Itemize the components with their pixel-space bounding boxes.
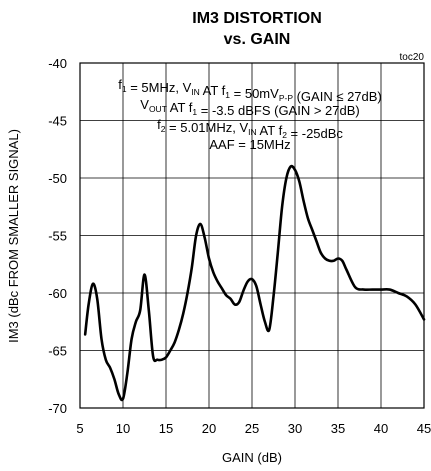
annotation-text: = -25dBc xyxy=(287,126,344,141)
x-tick-label: 45 xyxy=(417,421,431,436)
chart-title-line-1: IM3 DISTORTION xyxy=(192,10,322,27)
annotation-line: AAF = 15MHz xyxy=(209,137,290,152)
annotation-text: (GAIN ≤ 27dB) xyxy=(293,89,382,104)
annotation-text: = 5MHz, V xyxy=(127,80,192,95)
annotation-text: AAF = 15MHz xyxy=(209,137,290,152)
y-tick-label: -55 xyxy=(48,229,67,244)
y-axis-label: IM3 (dBc FROM SMALLER SIGNAL) xyxy=(6,129,21,343)
annotation-text: AT f xyxy=(200,83,226,98)
annotation-subscript: IN xyxy=(191,87,200,97)
annotation-text: = -3.5 dBFS (GAIN > 27dB) xyxy=(197,103,360,118)
y-axis-ticks: -40 -45 -50 -55 -60 -65 -70 xyxy=(48,56,67,416)
x-axis-ticks: 5 10 15 20 25 30 35 40 45 xyxy=(76,421,431,436)
annotation-subscript: P-P xyxy=(279,93,294,103)
annotation-text: = 5.01MHz, V xyxy=(165,120,248,135)
chart-title-line-2: vs. GAIN xyxy=(224,31,291,48)
y-tick-label: -60 xyxy=(48,286,67,301)
annotation-subscript: 2 xyxy=(282,130,287,140)
plot-frame xyxy=(79,62,425,409)
annotation-line: f2 = 5.01MHz, VIN AT f2 = -25dBc xyxy=(157,117,343,141)
x-tick-label: 20 xyxy=(202,421,216,436)
annotation-text: AT f xyxy=(257,123,283,138)
y-tick-label: -70 xyxy=(48,401,67,416)
y-tick-label: -65 xyxy=(48,344,67,359)
annotation-text: = 50mV xyxy=(230,86,279,101)
x-tick-label: 10 xyxy=(116,421,130,436)
annotation-subscript: IN xyxy=(248,127,257,137)
annotation-text: V xyxy=(140,97,149,112)
annotation-subscript: 1 xyxy=(192,107,197,117)
annotation-subscript: 2 xyxy=(161,124,166,134)
x-axis-label: GAIN (dB) xyxy=(222,450,282,465)
annotation-line: VOUT AT f1 = -3.5 dBFS (GAIN > 27dB) xyxy=(140,97,359,118)
x-tick-label: 30 xyxy=(288,421,302,436)
x-tick-label: 15 xyxy=(159,421,173,436)
y-tick-label: -50 xyxy=(48,171,67,186)
x-tick-label: 25 xyxy=(245,421,259,436)
annotation-subscript: 1 xyxy=(122,84,127,94)
y-tick-label: -40 xyxy=(48,56,67,71)
im3-series-line xyxy=(83,164,426,402)
x-tick-label: 40 xyxy=(374,421,388,436)
annotation-line: f1 = 5MHz, VIN AT f1 = 50mVP-P (GAIN ≤ 2… xyxy=(118,77,382,104)
annotation-subscript: OUT xyxy=(149,104,167,114)
y-tick-label: -45 xyxy=(48,114,67,129)
x-tick-label: 5 xyxy=(76,421,83,436)
annotation-text: f xyxy=(157,117,161,132)
annotation-subscript: 1 xyxy=(225,90,230,100)
figure-id-label: toc20 xyxy=(400,52,425,63)
grid xyxy=(80,63,424,408)
annotation-text: f xyxy=(118,77,122,92)
annotation-text: AT f xyxy=(167,100,193,115)
x-tick-label: 35 xyxy=(331,421,345,436)
conditions-annotation: f1 = 5MHz, VIN AT f1 = 50mVP-P (GAIN ≤ 2… xyxy=(118,77,382,152)
